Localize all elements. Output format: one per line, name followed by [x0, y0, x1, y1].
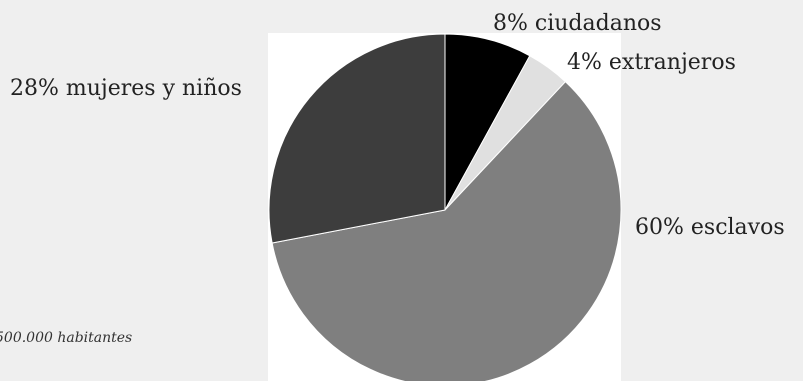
pie-slices	[268, 33, 622, 381]
pie-slice-esclavos	[271, 80, 622, 381]
slice-label-ciudadanos: 8% ciudadanos	[493, 11, 662, 36]
population-note: 500.000 habitantes	[0, 330, 132, 346]
slice-label-extranjeros: 4% extranjeros	[567, 50, 736, 75]
slice-label-esclavos: 60% esclavos	[635, 215, 785, 240]
slice-label-mujeres-y-ninos: 28% mujeres y niños	[10, 76, 242, 101]
pie-slice-mujeres-y-ninos	[268, 33, 446, 244]
pie-slice-ciudadanos	[444, 33, 531, 211]
